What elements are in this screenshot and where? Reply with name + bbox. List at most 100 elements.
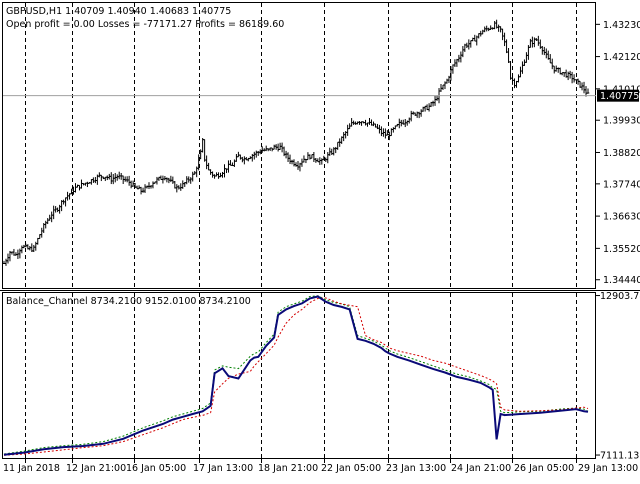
price-bar [203,139,206,161]
price-bar [172,177,175,184]
price-bar [326,152,329,163]
main-chart-info: Open profit = 0.00 Losses = -77171.27 Pr… [6,19,284,30]
price-bar [277,144,280,152]
price-bar [148,182,151,189]
x-tick-label: 26 Jan 05:00 [514,463,574,474]
price-bar [364,120,367,126]
price-bar [462,46,465,57]
price-bar [334,147,337,153]
price-bar [289,155,292,164]
price-bar [110,172,113,184]
price-bar [58,205,61,214]
price-bar [217,172,220,178]
price-bar [130,181,133,189]
price-bar [483,27,486,33]
price-bar [473,35,476,41]
y-tick-label: 7111.13 [600,451,639,462]
price-bar [513,78,516,88]
price-bar [211,171,214,177]
price-bar [380,126,383,136]
price-bar [116,174,119,180]
price-bar [428,103,431,111]
price-bar [519,67,522,78]
price-bar [587,89,590,94]
price-bar [549,54,552,63]
price-bar [285,151,288,158]
price-bar [189,177,192,184]
price-bar [434,96,437,106]
price-bar [468,39,471,49]
price-bar [233,159,236,167]
y-tick-label: 1.42120 [603,52,640,63]
price-bar [384,128,387,138]
price-bar [162,176,165,184]
price-bar [460,52,463,63]
price-bar [181,180,184,188]
price-bar [489,25,492,30]
price-bar [219,173,222,177]
price-bar [503,33,506,46]
x-tick-label: 12 Jan 21:00 [66,463,126,474]
price-bar [237,152,240,157]
price-bar [152,181,155,188]
y-tick-label: 12903.78 [600,291,640,302]
price-bar [86,182,89,187]
x-tick-label: 11 Jan 2018 [3,463,60,474]
y-tick-label: 1.43230 [603,20,640,31]
price-bar [452,64,455,73]
x-tick-label: 24 Jan 21:00 [451,463,511,474]
price-bar [398,119,401,129]
current-price-label: 1.40775 [600,91,639,102]
price-bar [531,37,534,48]
price-bar [174,181,177,189]
price-bar [19,249,22,259]
price-bar [509,61,512,80]
price-bar [501,29,504,40]
price-bar [543,47,546,55]
indicator-plot-frame [3,293,596,459]
x-tick-label: 17 Jan 13:00 [193,463,253,474]
price-bar [551,59,554,70]
y-tick-label: 1.38820 [603,148,640,159]
indicator-y-axis: 12903.78 7111.13 [595,291,640,461]
price-bar [521,61,524,73]
main-y-axis: 1.432301.421201.410101.399301.388201.377… [595,20,640,286]
price-bar [128,176,131,186]
price-bar [178,185,181,189]
price-bar [319,157,322,165]
price-bar [140,187,143,195]
indicator-title: Balance_Channel 8734.2100 9152.0100 8734… [6,296,251,307]
price-bar [253,152,256,160]
price-bar [571,72,574,83]
price-bar [126,176,129,182]
price-bar [239,155,242,160]
y-tick-label: 1.35520 [603,244,640,255]
price-bar [493,21,496,29]
price-bar [221,172,224,178]
price-bar [124,176,127,181]
price-bar [583,82,586,93]
price-bar [138,185,141,189]
price-bar [29,246,32,250]
x-tick-label: 29 Jan 13:00 [578,463,638,474]
vertical-grid [26,3,577,458]
price-bar [309,154,312,159]
price-bar [420,109,423,117]
price-bar [44,221,47,229]
price-bar [255,151,258,158]
indicator-series-line [4,296,588,454]
price-bar [368,118,371,125]
price-bar [74,183,77,192]
price-bar [336,142,339,150]
price-bars [3,20,590,266]
price-bar [313,152,316,162]
price-bar [287,152,290,162]
price-bar [545,48,548,58]
price-bar [537,36,540,46]
indicator-series-line [4,298,588,455]
price-bar [56,208,59,213]
price-bar [185,176,188,184]
price-bar [525,52,528,63]
